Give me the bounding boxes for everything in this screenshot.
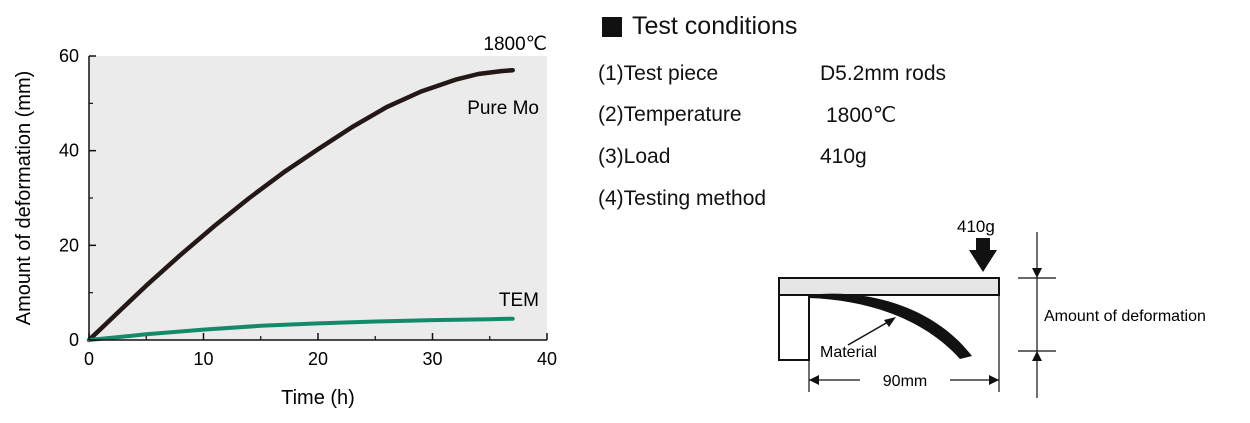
temperature-annotation: 1800℃ [483,34,547,55]
tick-layer: 0 10 20 30 40 0 20 40 60 [59,46,557,369]
series-line-tem [87,316,515,342]
y-tick-label: 60 [59,46,79,66]
condition-value-temperature: 1800℃ [826,104,897,127]
deformed-material [809,293,972,359]
deformation-arrow-top-icon [1032,268,1042,278]
conditions-title-text: Test conditions [632,12,798,40]
y-tick-label: 0 [69,330,79,350]
span-label: 90mm [883,373,927,390]
condition-value-load: 410g [820,145,867,168]
x-axis-label: Time (h) [281,387,355,409]
square-bullet-icon [602,16,622,37]
material-label: Material [820,344,877,361]
series-line-pure-mo [86,67,515,343]
series-label-pure-mo: Pure Mo [467,98,539,119]
x-tick-label: 40 [537,349,557,369]
plot-area [89,56,547,340]
y-tick-label: 40 [59,141,79,161]
series-label-tem: TEM [499,290,539,311]
y-axis-label: Amount of deformation (mm) [13,71,35,326]
condition-label-temperature: (2)Temperature [598,103,742,126]
support-block [778,294,810,361]
condition-label-testing-method: (4)Testing method [598,187,767,210]
x-tick-label: 0 [84,349,94,369]
load-arrow-icon [969,238,997,272]
x-tick-label: 30 [422,349,442,369]
y-tick-label: 20 [59,235,79,255]
deformation-label: Amount of deformation [1044,308,1206,325]
load-label: 410g [957,217,995,236]
condition-value-test-piece: D5.2mm rods [820,62,947,85]
conditions-title: Test conditions [602,12,797,41]
x-tick-label: 20 [308,349,328,369]
x-tick-label: 10 [193,349,213,369]
deformation-chart: 0 10 20 30 40 0 20 40 60 Time (h) Amount of defo… [13,34,557,409]
series-layer [86,67,515,343]
material-pointer [847,321,889,346]
span-arrow-left-icon [809,375,819,385]
material-pointer-arrow-icon [884,317,896,327]
deformation-arrow-bottom-icon [1032,351,1042,361]
condition-label-load: (3)Load [598,145,671,168]
testing-method-diagram: 410g Material Amount of deformation 90mm [778,217,1206,398]
rod-upper [778,277,1000,296]
condition-label-test-piece: (1)Test piece [598,62,719,85]
span-arrow-right-icon [989,375,999,385]
